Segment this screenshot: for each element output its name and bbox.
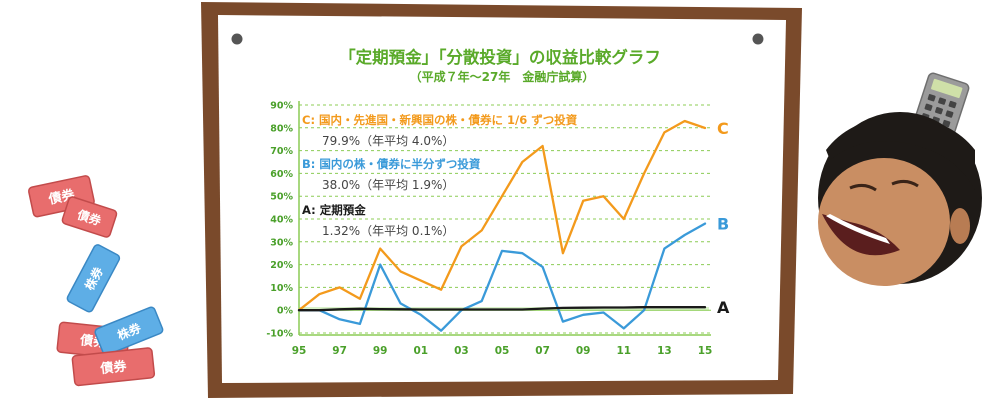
pin-icon bbox=[231, 33, 243, 45]
x-tick-label: 11 bbox=[616, 345, 631, 357]
y-tick-label: 40% bbox=[270, 215, 293, 226]
x-tick-label: 07 bbox=[535, 345, 550, 357]
series-a-end-label: A bbox=[717, 298, 730, 317]
x-tick-label: 97 bbox=[332, 345, 347, 357]
series-end-labels: C B A bbox=[717, 119, 730, 317]
laughing-person-illustration bbox=[818, 112, 982, 286]
board-paper bbox=[218, 15, 786, 383]
series-c-end-label: C bbox=[717, 119, 729, 138]
y-tick-label: 0% bbox=[277, 306, 294, 317]
series-a-line bbox=[297, 306, 707, 312]
board bbox=[201, 2, 802, 398]
legend-c-title: C: 国内・先進国・新興国の株・債券に 1/6 ずつ投資 bbox=[302, 113, 578, 127]
x-tick-label: 03 bbox=[454, 345, 469, 357]
x-tick-label: 01 bbox=[413, 345, 428, 357]
legend-a-value: 1.32%（年平均 0.1%） bbox=[322, 224, 454, 238]
series-c-line bbox=[297, 119, 707, 312]
chart-subtitle: （平成７年～27年 金融庁試算） bbox=[410, 69, 595, 84]
legend: C: 国内・先進国・新興国の株・債券に 1/6 ずつ投資 79.9%（年平均 4… bbox=[302, 113, 578, 238]
stock-certificate-icon: 株券 bbox=[94, 306, 164, 356]
y-tick-label: 80% bbox=[270, 123, 293, 134]
legend-b-title: B: 国内の株・債券に半分ずつ投資 bbox=[302, 157, 481, 171]
y-tick-label: 10% bbox=[270, 283, 293, 294]
series-b-line bbox=[297, 222, 707, 332]
stock-certificate-icon: 株券 bbox=[66, 244, 121, 313]
y-tick-label: 30% bbox=[270, 237, 293, 248]
x-tick-label: 95 bbox=[292, 345, 307, 357]
series-b-end-label: B bbox=[717, 215, 729, 234]
x-tick-label: 99 bbox=[373, 345, 388, 357]
y-tick-label: 90% bbox=[270, 101, 293, 112]
bond-label: 債券 bbox=[99, 358, 129, 377]
x-tick-label: 05 bbox=[495, 345, 510, 357]
series-lines bbox=[297, 119, 707, 332]
y-tick-label: -10% bbox=[266, 329, 293, 340]
legend-b-value: 38.0%（年平均 1.9%） bbox=[322, 178, 454, 192]
x-tick-label: 09 bbox=[576, 345, 591, 357]
bond-certificate-icon: 債券 bbox=[61, 196, 118, 238]
x-tick-label: 15 bbox=[698, 345, 713, 357]
pin-icon bbox=[752, 33, 764, 45]
bond-certificate-icon: 債券 bbox=[71, 347, 156, 387]
plot-area: -10% 0% 10% 20% 30% 40% 50% 60% 70% 80% 90% 95 97 99 0… bbox=[266, 101, 730, 358]
legend-c-value: 79.9%（年平均 4.0%） bbox=[322, 134, 454, 148]
y-tick-label: 60% bbox=[270, 169, 293, 180]
x-tick-label: 13 bbox=[657, 345, 672, 357]
certificates-illustration: 債券 債券 株券 債券 株券 債券 bbox=[27, 175, 164, 387]
chart-title: 「定期預金」「分散投資」の収益比較グラフ bbox=[339, 47, 661, 67]
y-tick-label: 50% bbox=[270, 192, 293, 203]
legend-a-title: A: 定期預金 bbox=[302, 203, 366, 217]
y-tick-label: 70% bbox=[270, 146, 293, 157]
y-tick-label: 20% bbox=[270, 260, 293, 271]
axes: -10% 0% 10% 20% 30% 40% 50% 60% 70% 80% 90% 95 97 99 0… bbox=[266, 101, 712, 358]
